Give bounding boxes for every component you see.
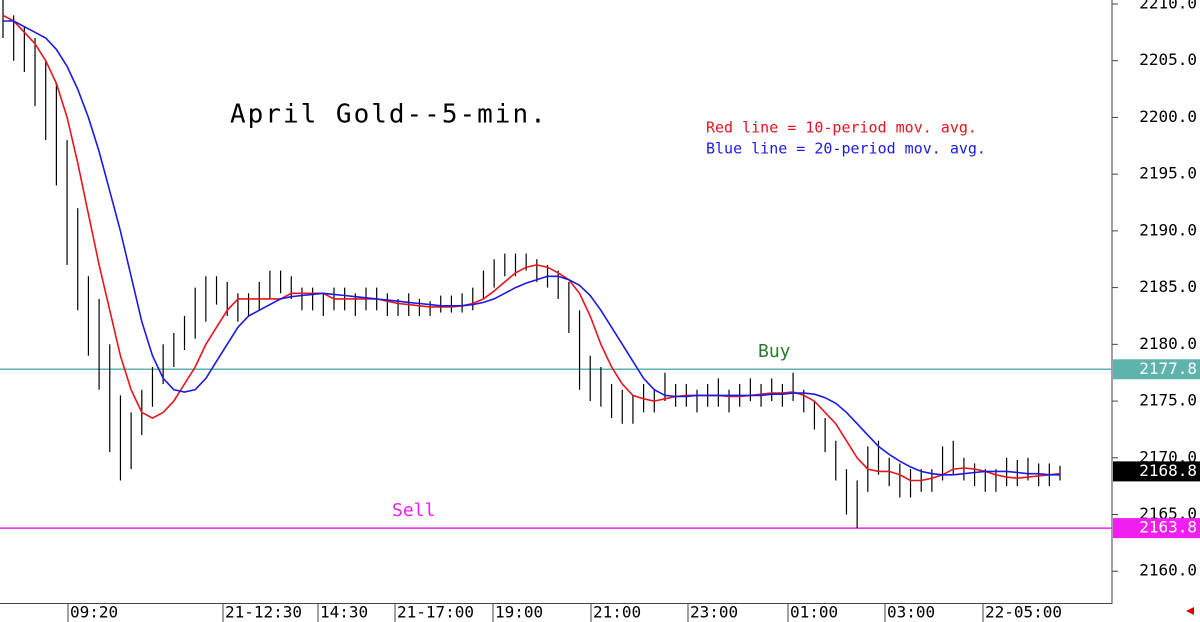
x-tick-label: 21:00: [593, 603, 641, 622]
x-tick-label: 14:30: [320, 603, 368, 622]
last-price-box: [1113, 461, 1200, 482]
moving-average: [3, 20, 1060, 476]
y-tick-label: 2185.0: [1139, 277, 1197, 296]
y-tick-label: 2195.0: [1139, 164, 1197, 183]
y-tick-label: 2190.0: [1139, 220, 1197, 239]
x-tick-label: 22-05:00: [985, 603, 1062, 622]
y-tick-label: 2210.0: [1139, 0, 1197, 12]
moving-average: [2, 14, 1061, 482]
legend-text: Blue line = 20-period mov. avg.: [706, 140, 986, 158]
last-price-label: 2168.8: [1139, 461, 1197, 480]
y-tick-label: 2175.0: [1139, 391, 1197, 410]
level-label: 2163.8: [1139, 518, 1197, 537]
level-label: 2177.8: [1139, 359, 1197, 378]
y-tick-label: 2160.0: [1139, 561, 1197, 580]
level-box: [1113, 359, 1200, 380]
y-tick-label: 2180.0: [1139, 334, 1197, 353]
annotation: Buy: [758, 341, 791, 362]
legend-text: Red line = 10-period mov. avg.: [706, 119, 977, 137]
level-box: [1113, 518, 1200, 539]
y-tick-label: 2205.0: [1139, 50, 1197, 69]
x-tick-label: 03:00: [887, 603, 935, 622]
x-tick-label: 19:00: [495, 603, 543, 622]
x-tick-label: 09:20: [70, 603, 118, 622]
annotation: Sell: [392, 500, 435, 521]
y-tick-label: 2200.0: [1139, 107, 1197, 126]
x-tick-label: 21-17:00: [397, 603, 474, 622]
x-tick-label: 01:00: [790, 603, 838, 622]
chart-title: April Gold--5-min.: [230, 100, 548, 130]
x-tick-label: 21-12:30: [225, 603, 302, 622]
x-tick-label: 23:00: [690, 603, 738, 622]
scroll-arrow[interactable]: [1186, 607, 1194, 615]
